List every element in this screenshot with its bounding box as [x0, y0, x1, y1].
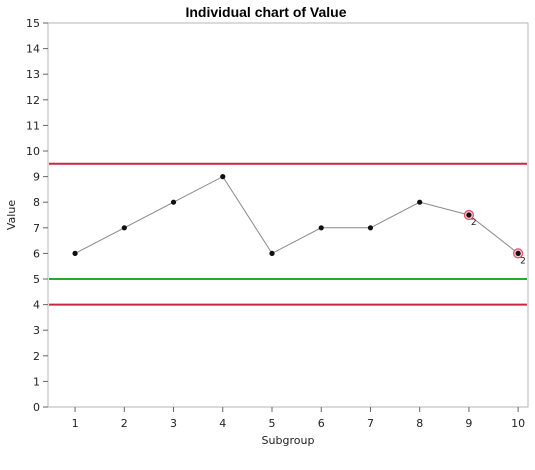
- flagged-point-label: 2: [520, 256, 526, 266]
- data-point: [466, 212, 472, 218]
- flagged-point-label: 2: [471, 218, 477, 228]
- y-tick-label: 14: [26, 43, 40, 56]
- x-tick-label: 4: [219, 417, 226, 430]
- y-tick-label: 9: [33, 171, 40, 184]
- chart-title: Individual chart of Value: [185, 4, 346, 20]
- y-tick-label: 2: [33, 350, 40, 363]
- x-tick-label: 8: [416, 417, 423, 430]
- y-tick-label: 12: [26, 94, 40, 107]
- y-tick-label: 5: [33, 273, 40, 286]
- y-tick-label: 3: [33, 324, 40, 337]
- data-point: [220, 174, 226, 180]
- data-point: [417, 199, 423, 205]
- data-point: [367, 225, 374, 231]
- x-tick-label: 5: [269, 417, 276, 430]
- data-point: [72, 250, 78, 256]
- y-tick-label: 6: [33, 247, 40, 260]
- x-tick-label: 1: [72, 417, 79, 430]
- value-series-line: [74, 175, 519, 255]
- x-tick-label: 2: [121, 417, 128, 430]
- y-tick-label: 15: [26, 17, 40, 30]
- data-point: [269, 250, 275, 256]
- y-tick-label: 11: [26, 119, 40, 132]
- y-tick-label: 4: [33, 299, 40, 312]
- x-tick-label: 7: [367, 417, 374, 430]
- y-tick-label: 7: [33, 222, 40, 235]
- data-point: [515, 250, 521, 256]
- y-tick-label: 8: [33, 196, 40, 209]
- y-tick-label: 10: [26, 145, 40, 158]
- data-point: [121, 225, 127, 231]
- x-tick-label: 6: [318, 417, 325, 430]
- data-point: [170, 199, 177, 205]
- y-tick-label: 0: [33, 401, 40, 414]
- y-tick-label: 1: [33, 375, 40, 388]
- x-tick-label: 3: [170, 417, 177, 430]
- y-tick-label: 13: [26, 68, 40, 81]
- plot-frame: [47, 22, 529, 408]
- x-axis-label: Subgroup: [262, 434, 315, 447]
- x-tick-label: 10: [511, 417, 525, 430]
- y-axis-label: Value: [5, 200, 18, 230]
- data-point: [318, 225, 324, 231]
- x-tick-label: 9: [465, 417, 472, 430]
